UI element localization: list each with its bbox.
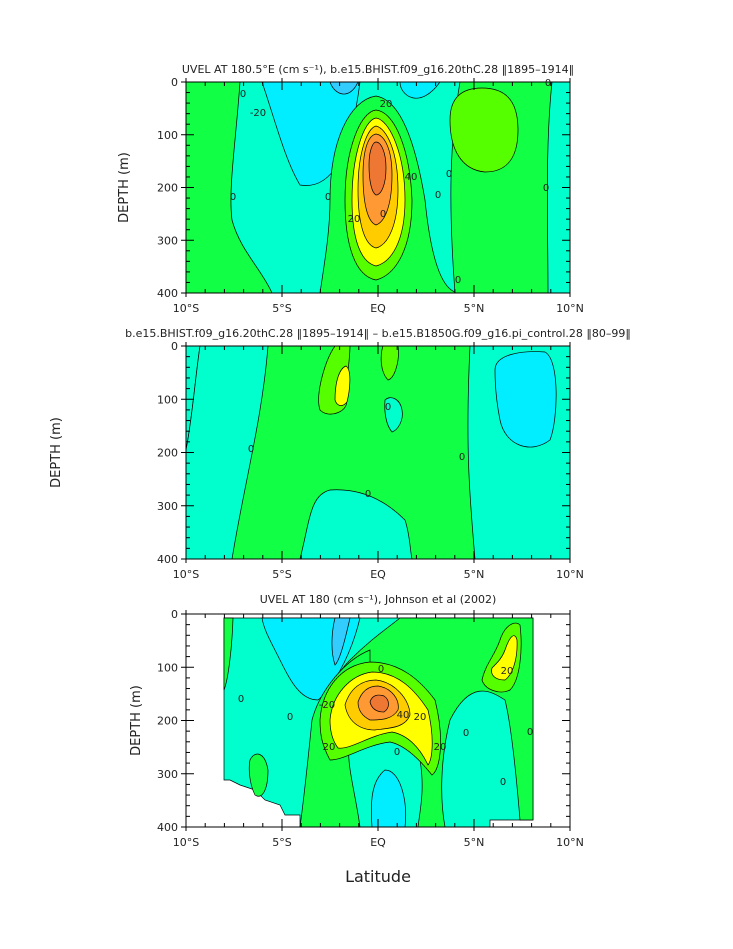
y-tick-label: 0 (171, 608, 178, 621)
contour-label: 0 (385, 402, 391, 413)
x-tick-label: 5°N (464, 836, 485, 849)
panel3-region-west-blob (248, 753, 269, 797)
contour-label: 40 (405, 172, 418, 183)
x-tick-label: 10°N (556, 568, 584, 581)
panel1-region-east-10 (449, 87, 519, 173)
contour-label: 0 (378, 664, 384, 675)
x-tick-label: 10°N (556, 836, 584, 849)
panel3-region-deep-20 (371, 769, 406, 827)
panel3-region-east-20 (491, 635, 518, 681)
contour-label: 0 (238, 694, 244, 705)
contour-label: 0 (527, 727, 533, 738)
y-tick-label: 200 (157, 715, 178, 728)
x-tick-label: 5°N (464, 302, 485, 315)
panel2-contours (186, 346, 570, 559)
x-tick-label: 5°S (272, 836, 291, 849)
y-tick-label: 0 (171, 76, 178, 89)
panel1-contours (186, 82, 570, 293)
x-axis-label: Latitude (345, 867, 411, 886)
x-tick-label: EQ (370, 568, 386, 581)
y-tick-label: 0 (171, 340, 178, 353)
contour-label: -20 (319, 700, 335, 711)
contour-label: 0 (287, 712, 293, 723)
y-tick-label: 400 (157, 553, 178, 566)
x-tick-label: 10°N (556, 302, 584, 315)
contour-label: 0 (545, 78, 551, 89)
panel2-region-pos-20 (334, 365, 351, 406)
panel2-y-axis-label: DEPTH (m) (49, 417, 64, 488)
panel3-region-pos-50 (369, 694, 389, 713)
x-tick-label: EQ (370, 302, 386, 315)
y-tick-label: 300 (157, 234, 178, 247)
contour-label: 20 (348, 214, 361, 225)
y-tick-label: 400 (157, 287, 178, 300)
y-tick-label: 400 (157, 821, 178, 834)
panel2-region-neg-small (384, 397, 403, 433)
contour-label: 0 (365, 489, 371, 500)
contour-label: -20 (250, 108, 266, 119)
contour-label: 0 (446, 169, 452, 180)
y-tick-label: 100 (157, 393, 178, 406)
panel2-region-west-negative (186, 346, 269, 559)
y-tick-label: 300 (157, 500, 178, 513)
panel1-title: UVEL AT 180.5°E (cm s⁻¹), b.e15.BHIST.f0… (182, 63, 574, 76)
contour-label: 0 (325, 192, 331, 203)
panel3-region-west-edge (223, 617, 234, 691)
contour-label: 0 (248, 444, 254, 455)
contour-label: 0 (240, 89, 246, 100)
contour-label: 40 (397, 710, 410, 721)
contour-label: 0 (230, 192, 236, 203)
contour-label: 20 (501, 666, 514, 677)
y-tick-label: 300 (157, 768, 178, 781)
axis-labels: UVEL AT 180.5°E (cm s⁻¹), b.e15.BHIST.f0… (49, 63, 631, 886)
panel2-region-pos-10b (380, 346, 399, 381)
contour-label: 0 (435, 190, 441, 201)
panel2-region-east-20 (494, 351, 557, 448)
panel3-region-strong-negative (331, 617, 351, 666)
x-tick-label: 5°S (272, 302, 291, 315)
x-tick-label: 5°S (272, 568, 291, 581)
contour-label: 20 (380, 99, 393, 110)
panel1-region-west-positive (186, 82, 273, 293)
contour-label: 20 (414, 712, 427, 723)
panel2-title: b.e15.BHIST.f09_g16.20thC.28 ‖1895–1914‖… (125, 327, 631, 340)
contour-label: 0 (455, 275, 461, 286)
y-tick-label: 100 (157, 129, 178, 142)
contour-label: 0 (380, 209, 386, 220)
panel3-title: UVEL AT 180 (cm s⁻¹), Johnson et al (200… (260, 593, 497, 606)
panel3-y-axis-label: DEPTH (m) (129, 685, 144, 756)
contour-label: 0 (463, 728, 469, 739)
y-tick-label: 200 (157, 182, 178, 195)
x-tick-label: EQ (370, 836, 386, 849)
panel1-y-axis-label: DEPTH (m) (117, 152, 132, 223)
x-tick-label: 10°S (173, 568, 199, 581)
panel3-contours (223, 617, 534, 827)
x-tick-label: 5°N (464, 568, 485, 581)
y-tick-label: 100 (157, 661, 178, 674)
panel1-region-jet-50 (368, 141, 387, 196)
contour-label: 0 (459, 452, 465, 463)
contour-label: 0 (543, 183, 549, 194)
contour-label: 20 (434, 742, 447, 753)
x-tick-label: 10°S (173, 302, 199, 315)
x-tick-label: 10°S (173, 836, 199, 849)
contour-label: 0 (500, 777, 506, 788)
contour-label: 0 (394, 747, 400, 758)
contour-label: 20 (323, 742, 336, 753)
panel2-region-deep-negative (299, 489, 413, 559)
y-tick-label: 200 (157, 447, 178, 460)
